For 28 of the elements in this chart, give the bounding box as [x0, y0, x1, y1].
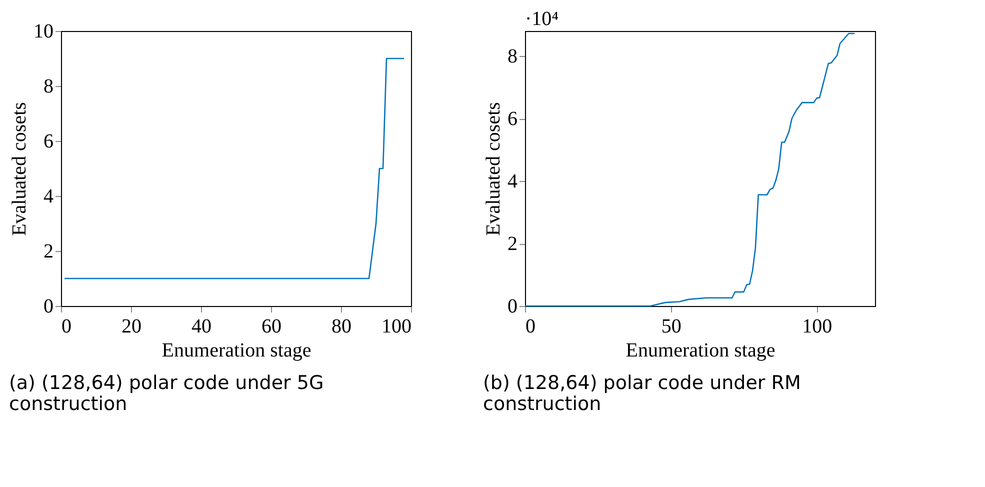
x-tick-label: 100 [802, 316, 832, 338]
text: (b) (128,64) polar code under RM construction [483, 372, 801, 415]
x-tick-label: 100 [382, 316, 412, 338]
y-tick-label: 2 [44, 240, 54, 262]
y-axis-title: Evaluated cosets [482, 102, 504, 236]
x-axis-title: Enumeration stage [626, 340, 776, 362]
y-tick-label: 10 [34, 20, 54, 42]
y-tick-label: 0 [44, 296, 54, 318]
x-tick-label: 80 [332, 316, 352, 338]
text: (a) (128,64) polar code under 5G construction [9, 372, 324, 415]
x-axis-title: Enumeration stage [162, 340, 312, 362]
y-tick-label: 2 [508, 233, 518, 255]
y-tick-label: 6 [508, 108, 518, 130]
text: ·10⁴ [525, 8, 559, 30]
y-tick-label: 4 [508, 170, 518, 192]
x-tick-label: 0 [62, 316, 72, 338]
x-tick-label: 50 [661, 316, 682, 338]
x-tick-label: 0 [526, 316, 536, 338]
x-tick-label: 20 [122, 316, 142, 338]
y-tick-label: 8 [44, 76, 54, 98]
y-tick-label: 8 [508, 46, 518, 68]
y-tick-label: 6 [44, 130, 54, 152]
y-tick-label: 4 [44, 186, 54, 208]
y-axis-title: Evaluated cosets [8, 102, 30, 236]
line-series [64, 58, 405, 280]
y-tick-label: 0 [508, 296, 518, 318]
x-tick-label: 60 [262, 316, 282, 338]
x-tick-label: 40 [192, 316, 212, 338]
